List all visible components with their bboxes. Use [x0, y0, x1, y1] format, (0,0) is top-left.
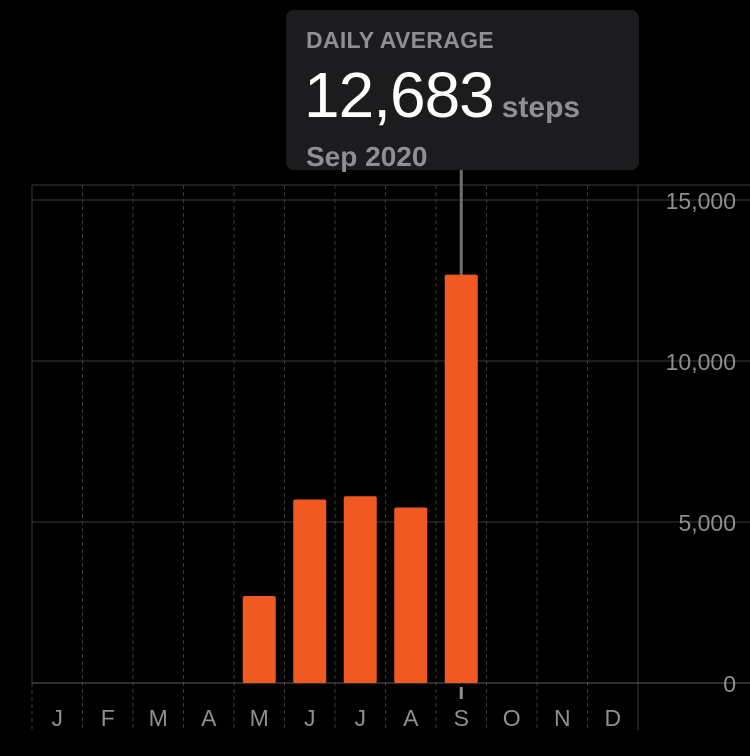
x-tick-label: M: [149, 705, 168, 731]
x-tick-label: D: [604, 705, 621, 731]
x-tick-label: N: [554, 705, 571, 731]
y-tick-label: 5,000: [678, 510, 736, 536]
daily-average-tooltip: DAILY AVERAGE 12,683 steps Sep 2020: [286, 10, 639, 172]
bar-6: [343, 496, 377, 683]
tooltip-date: Sep 2020: [306, 141, 428, 172]
tooltip-value-row: 12,683 steps: [304, 58, 580, 132]
bar-4: [242, 596, 276, 683]
tooltip-value: 12,683: [304, 59, 495, 131]
y-tick-label: 10,000: [666, 349, 736, 375]
x-tick-label: J: [355, 705, 367, 731]
x-tick-label: J: [52, 705, 64, 731]
tooltip-label: DAILY AVERAGE: [306, 27, 494, 53]
bar-7: [394, 507, 428, 683]
y-tick-label: 0: [723, 671, 736, 697]
x-tick-label: A: [201, 705, 217, 731]
y-tick-label: 15,000: [666, 188, 736, 214]
x-tick-label: O: [503, 705, 521, 731]
bar-5: [293, 499, 327, 683]
bar-8: [444, 274, 478, 683]
x-tick-label: F: [101, 705, 115, 731]
x-tick-label: M: [250, 705, 269, 731]
tooltip-unit: steps: [501, 91, 581, 124]
x-tick-label: J: [304, 705, 316, 731]
x-tick-label: S: [454, 705, 469, 731]
x-tick-label: A: [403, 705, 419, 731]
